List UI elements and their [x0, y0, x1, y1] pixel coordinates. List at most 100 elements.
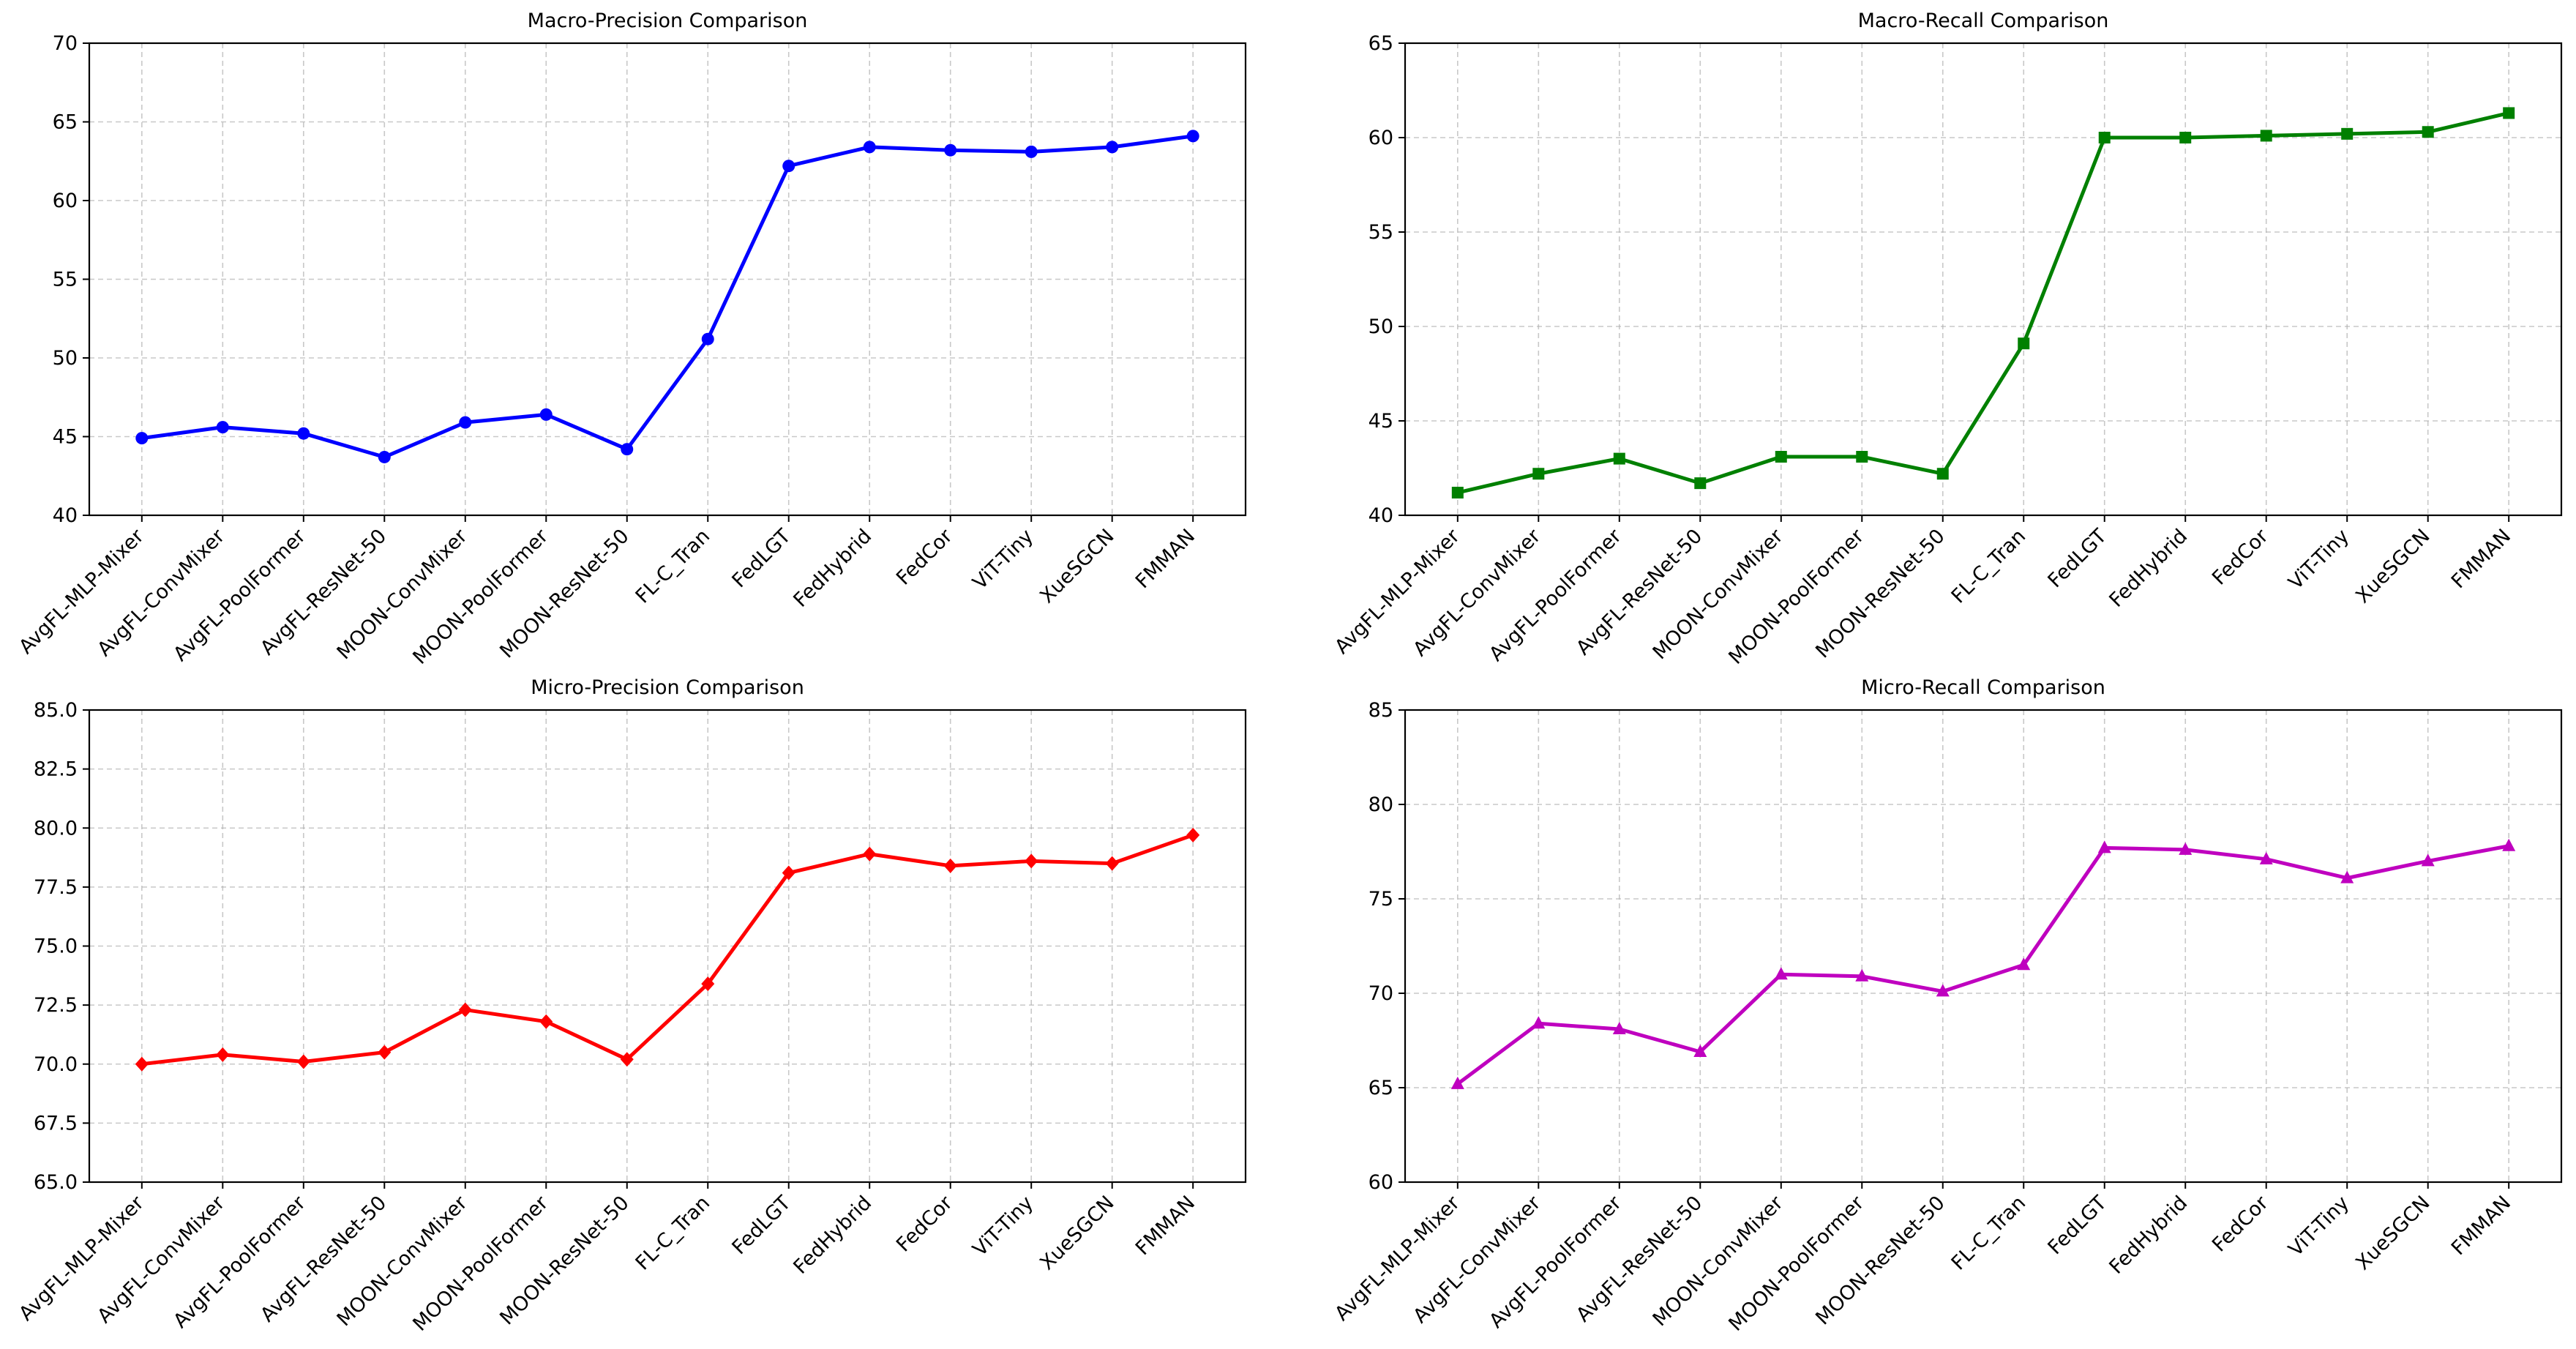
y-tick-label: 70 — [53, 32, 78, 55]
x-tick-label: FMMAN — [2447, 1192, 2515, 1260]
y-tick-label: 80.0 — [34, 817, 78, 840]
y-tick-label: 75.0 — [34, 935, 78, 958]
data-point — [378, 450, 391, 463]
data-point — [2179, 842, 2193, 855]
data-point — [2341, 127, 2354, 140]
data-point — [1532, 1016, 1546, 1029]
data-point — [1856, 451, 1868, 463]
data-point — [2018, 337, 2030, 350]
y-tick-label: 55 — [1368, 221, 1393, 244]
data-point — [539, 1014, 553, 1029]
chart-panel-2: Macro-Recall Comparison 40 45 50 55 60 65 AvgFL… — [1330, 10, 2563, 669]
chart-title: Macro-Precision Comparison — [528, 10, 808, 32]
x-tick-label: ViT-Tiny — [2284, 1192, 2354, 1261]
series-line — [141, 833, 1194, 1066]
data-point — [944, 143, 957, 157]
data-point — [2503, 107, 2515, 119]
grid — [1405, 42, 2561, 516]
data-point — [216, 421, 229, 434]
x-tick-label: FedHybrid — [2105, 1192, 2192, 1279]
series-line — [1456, 844, 2509, 1085]
data-point — [1450, 1076, 1464, 1089]
x-tick-label: FedLGT — [2044, 1192, 2111, 1259]
y-tick-label: 50 — [1368, 315, 1393, 338]
chart-panel-1: Macro-Precision Comparison 40 45 50 55 60 65 70… — [15, 10, 1247, 669]
data-point — [1774, 967, 1788, 980]
x-tick-label: MOON-PoolFormer — [1724, 1191, 1868, 1335]
series-line — [1457, 111, 2509, 495]
y-tick-label: 40 — [1368, 504, 1393, 527]
data-point — [2421, 853, 2435, 867]
y-tick-label: 77.5 — [34, 876, 78, 899]
chart-title: Macro-Recall Comparison — [1858, 10, 2109, 32]
x-tick-label: XueSGCN — [1036, 1192, 1118, 1274]
data-point — [296, 1054, 310, 1069]
data-point — [216, 1047, 230, 1062]
x-tick-label: FedLGT — [728, 1192, 795, 1259]
x-tick-label: XueSGCN — [1036, 525, 1118, 608]
data-point — [1025, 853, 1038, 869]
grid — [1405, 709, 2561, 1183]
x-tick-label: AvgFL-PoolFormer — [1485, 524, 1626, 665]
x-tick-label: FMMAN — [1131, 525, 1199, 593]
data-point — [2422, 126, 2434, 138]
x-tick-label: ViT-Tiny — [2284, 525, 2354, 594]
x-tick-label: ViT-Tiny — [968, 525, 1038, 594]
y-tick-label: 55 — [53, 269, 78, 291]
data-point — [1613, 452, 1625, 465]
y-tick-label: 75 — [1368, 888, 1393, 911]
x-tick-label: FedLGT — [2044, 525, 2111, 592]
data-point — [863, 846, 877, 862]
data-point — [701, 332, 714, 345]
data-point — [459, 416, 472, 429]
data-point — [2259, 851, 2273, 864]
y-tick-label: 60 — [1368, 1171, 1393, 1194]
y-tick-label: 65 — [1368, 32, 1393, 55]
y-tick-label: 45 — [1368, 410, 1393, 433]
data-point — [943, 858, 957, 873]
data-point — [1936, 468, 1949, 480]
data-point — [297, 427, 310, 440]
data-point — [2502, 838, 2516, 851]
axes-frame — [1404, 42, 2563, 517]
data-point — [458, 1002, 472, 1017]
x-tick-label: FedCor — [892, 524, 957, 589]
x-tick-label: XueSGCN — [2351, 1192, 2434, 1274]
y-tick-label: 50 — [53, 347, 78, 370]
x-tick-label: FedCor — [892, 1191, 957, 1256]
axes-frame — [88, 42, 1247, 517]
y-tick-label: 85 — [1368, 699, 1393, 722]
y-tick-label: 60 — [1368, 127, 1393, 149]
y-tick-label: 45 — [53, 426, 78, 449]
chart-title: Micro-Recall Comparison — [1861, 676, 2105, 699]
series-line — [141, 134, 1194, 459]
y-tick-label: 60 — [53, 190, 78, 212]
data-point — [1105, 856, 1119, 871]
data-point — [1186, 130, 1199, 143]
x-tick-label: FL-C_Tran — [1947, 1192, 2030, 1274]
data-point — [1612, 1022, 1626, 1035]
data-point — [782, 160, 795, 173]
data-point — [620, 1052, 634, 1067]
data-point — [782, 865, 795, 881]
data-point — [539, 408, 553, 421]
x-tick-label: FMMAN — [1131, 1192, 1199, 1260]
data-point — [1106, 141, 1119, 154]
y-tick-label: 65 — [1368, 1077, 1393, 1099]
y-tick-label: 85.0 — [34, 699, 78, 722]
data-point — [1775, 451, 1787, 463]
data-point — [2260, 130, 2272, 142]
axes-frame — [88, 709, 1247, 1184]
y-tick-label: 65 — [53, 111, 78, 134]
chart-panel-3: Micro-Precision Comparison 65.0 67.5 70.0 72… — [15, 676, 1247, 1336]
y-tick-label: 65.0 — [34, 1171, 78, 1194]
data-point — [2097, 840, 2111, 853]
y-tick-label: 80 — [1368, 793, 1393, 816]
x-tick-label: ViT-Tiny — [968, 1192, 1038, 1261]
y-tick-label: 40 — [53, 504, 78, 527]
x-tick-label: MOON-PoolFormer — [408, 1191, 553, 1335]
data-point — [378, 1045, 392, 1060]
data-point — [1693, 1044, 1707, 1057]
data-point — [135, 1056, 149, 1072]
grid — [89, 709, 1246, 1183]
